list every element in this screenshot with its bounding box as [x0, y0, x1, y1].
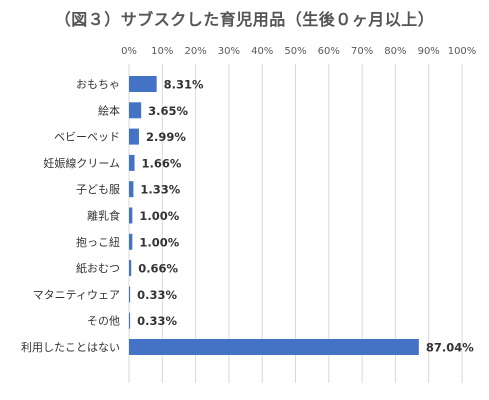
bar [129, 312, 131, 329]
bar [129, 286, 131, 303]
category-label: 抱っこ紐 [76, 235, 120, 249]
category-labels: おもちゃ絵本ベビーベッド妊娠線クリーム子ども服離乳食抱っこ紐紙おむつマタニティウ… [21, 78, 120, 354]
category-label: マタニティウェア [33, 288, 120, 301]
x-tick-label: 50% [284, 46, 306, 57]
value-label: 8.31% [164, 78, 204, 92]
category-label: おもちゃ [76, 78, 120, 91]
category-label: 子ども服 [76, 183, 120, 196]
x-tick-label: 80% [384, 46, 406, 57]
value-label: 0.33% [137, 288, 177, 302]
x-tick-label: 30% [218, 46, 240, 57]
x-tick-label: 90% [418, 46, 440, 57]
value-label: 1.66% [142, 156, 182, 170]
value-label: 1.00% [139, 209, 179, 223]
value-label: 0.66% [138, 262, 178, 276]
value-labels: 8.31% 3.65% 2.99% 1.66% 1.33% 1.00% 1.00% 0.66%… [137, 78, 474, 355]
x-tick-label: 10% [151, 46, 173, 57]
bar [129, 154, 135, 171]
value-label: 2.99% [146, 130, 186, 144]
category-label: 利用したことはない [21, 341, 120, 354]
value-label: 1.00% [139, 235, 179, 249]
bar [129, 260, 132, 277]
chart-title: （図３）サブスクした育児用品（生後０ヶ月以上） [54, 10, 435, 29]
bar [129, 339, 419, 355]
bar [129, 233, 133, 250]
x-axis-ticks: 0% 10% 20% 30% 40% 50% 60% 70% 80% 90% 100% [121, 46, 476, 57]
x-tick-label: 100% [448, 46, 477, 57]
x-tick-label: 20% [184, 46, 206, 57]
category-label: 妊娠線クリーム [43, 156, 120, 170]
value-label: 87.04% [426, 341, 474, 355]
value-label: 0.33% [137, 314, 177, 328]
bar [129, 76, 157, 92]
category-label: ベビーベッド [54, 131, 120, 144]
x-tick-label: 40% [251, 46, 273, 57]
category-label: 紙おむつ [76, 261, 120, 275]
category-label: 絵本 [98, 103, 120, 117]
x-tick-label: 0% [121, 46, 137, 57]
x-tick-label: 60% [318, 46, 340, 57]
value-label: 3.65% [148, 104, 188, 118]
value-label: 1.33% [140, 183, 180, 197]
bar [129, 102, 142, 119]
category-label: 離乳食 [87, 209, 120, 223]
x-tick-label: 70% [351, 46, 373, 57]
bars [129, 76, 419, 355]
bar [129, 181, 134, 198]
bar [129, 207, 133, 224]
bar [129, 128, 139, 145]
category-label: その他 [87, 315, 120, 328]
